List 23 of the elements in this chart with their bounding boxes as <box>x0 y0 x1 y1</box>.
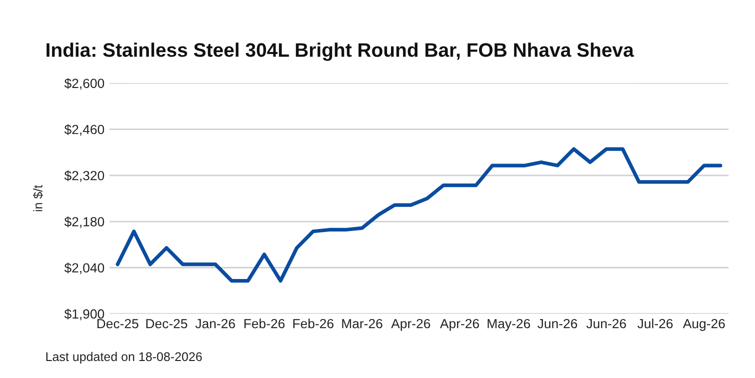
y-tick-label: $2,320 <box>64 170 104 182</box>
x-tick-label: Apr-26 <box>391 318 430 331</box>
x-tick-label: Mar-26 <box>342 318 382 328</box>
chart-title: India: Stainless Steel 304L Bright Round Bar, FOB Nhava Sheva <box>46 42 634 61</box>
x-tick-label: Jul-26 <box>638 318 673 328</box>
line-series <box>116 147 722 283</box>
y-tick-label: $1,900 <box>64 308 104 320</box>
x-tick-label: Dec-25 <box>146 318 188 328</box>
x-tick-label: Dec-25 <box>97 318 138 328</box>
text: Last updated on 18-08-2026 <box>46 352 202 364</box>
x-tick-label: Feb-26 <box>293 318 334 328</box>
x-tick-label: Apr-26 <box>440 318 479 331</box>
y-tick-label: $2,180 <box>64 216 104 228</box>
x-tick-label: May-26 <box>488 318 530 331</box>
x-tick-label: Aug-26 <box>682 318 725 331</box>
x-tick-label: Jun-26 <box>538 318 578 328</box>
y-tick-label: $2,600 <box>64 78 104 90</box>
x-tick-label: Feb-26 <box>244 318 285 328</box>
y-axis-title: in $/t <box>32 184 44 212</box>
y-tick-label: $2,460 <box>64 124 104 136</box>
y-tick-label: $2,040 <box>64 262 104 274</box>
x-tick-label: Jan-26 <box>195 318 235 328</box>
x-tick-label: Jun-26 <box>586 318 626 328</box>
